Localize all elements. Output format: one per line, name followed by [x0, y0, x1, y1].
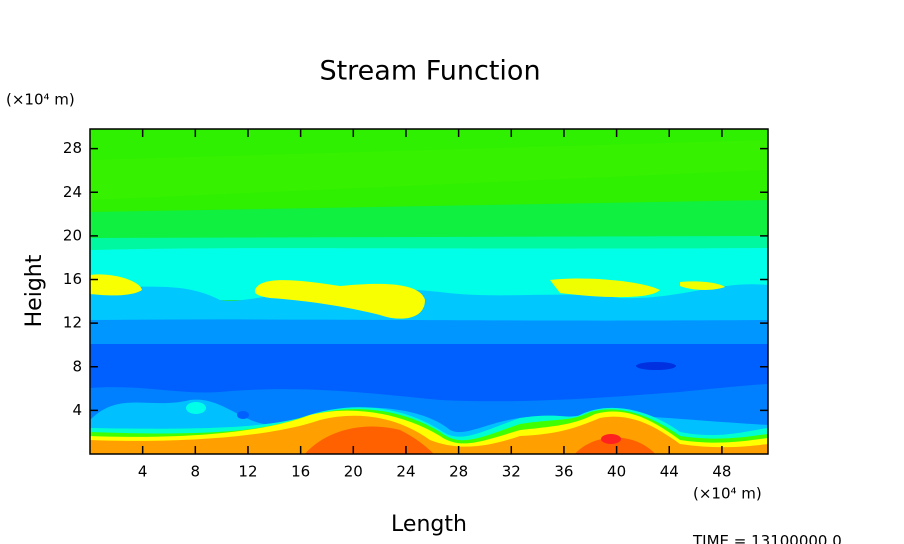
contour-field — [90, 129, 768, 454]
chart-title: Stream Function — [319, 56, 540, 87]
x-tick-label: 24 — [396, 463, 415, 481]
x-tick-label: 16 — [291, 463, 310, 481]
x-tick-label: 48 — [712, 463, 731, 481]
y-unit: (×10⁴ m) — [6, 91, 75, 109]
x-tick-label: 4 — [138, 463, 148, 481]
y-tick-label: 4 — [72, 401, 82, 419]
x-tick-label: 32 — [502, 463, 521, 481]
y-tick-label: 16 — [63, 270, 82, 288]
x-tick-label: 36 — [554, 463, 573, 481]
x-tick-label: 20 — [344, 463, 363, 481]
y-axis-label: Height — [22, 254, 47, 327]
x-tick-label: 44 — [660, 463, 679, 481]
y-tick-label: 20 — [63, 226, 82, 244]
x-tick-label: 8 — [191, 463, 201, 481]
y-tick-label: 8 — [72, 357, 82, 375]
y-tick-label: 12 — [63, 314, 82, 332]
x-axis-label: Length — [391, 512, 467, 537]
x-tick-label: 40 — [607, 463, 626, 481]
y-tick-label: 28 — [63, 139, 82, 157]
y-tick-label: 24 — [63, 183, 82, 201]
x-tick-label: 28 — [449, 463, 468, 481]
x-tick-label: 12 — [238, 463, 257, 481]
x-unit: (×10⁴ m) — [693, 485, 762, 503]
footer: TIME = 13100000.0 — [692, 532, 842, 544]
plot-frame — [89, 128, 769, 455]
